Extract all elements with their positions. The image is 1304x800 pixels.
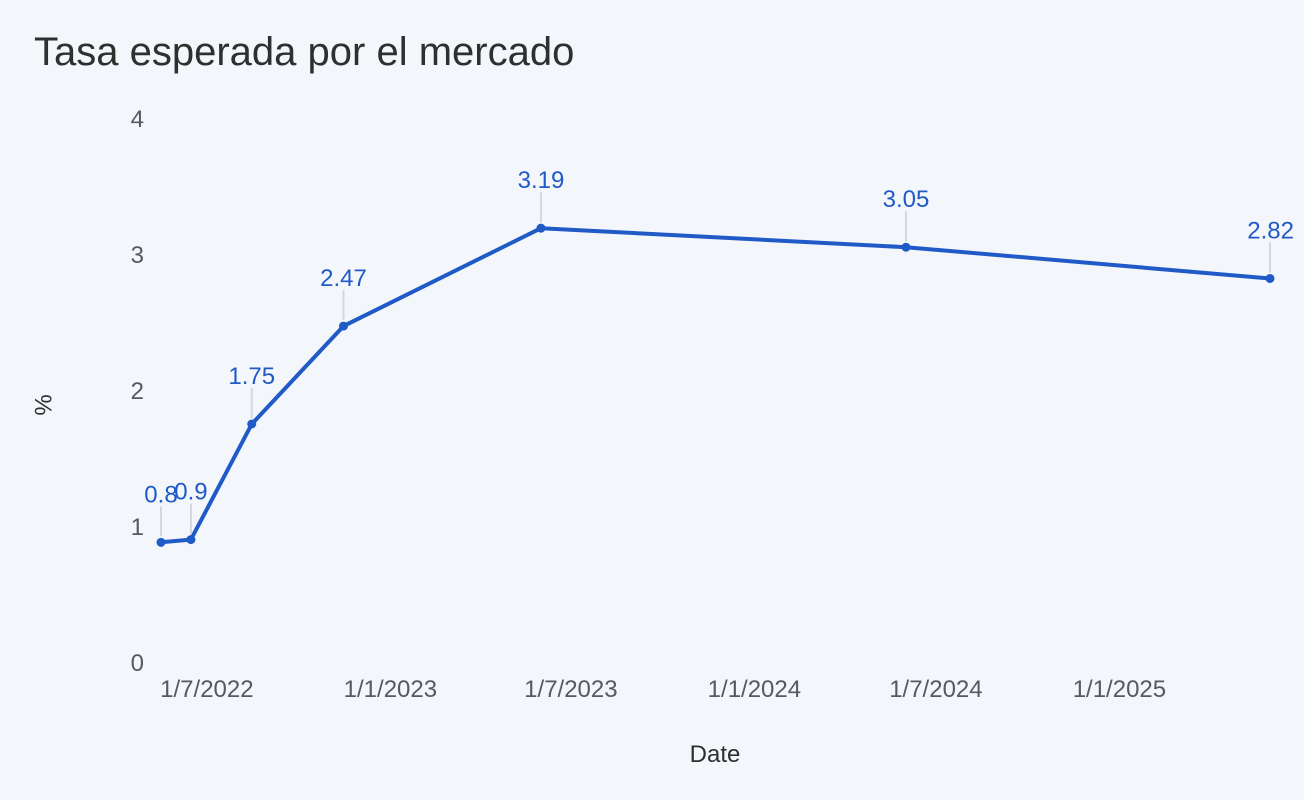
y-axis-ticks: 0 1 2 3 4 (131, 106, 144, 677)
y-tick-label: 3 (131, 242, 144, 269)
x-axis-label: Date (690, 741, 741, 768)
y-tick-label: 2 (131, 378, 144, 405)
y-axis-label: % (30, 394, 57, 415)
data-point (1265, 273, 1275, 283)
data-label: 3.05 (883, 186, 930, 213)
y-tick-label: 1 (131, 514, 144, 541)
x-tick-label: 1/7/2022 (160, 676, 253, 703)
x-tick-label: 1/1/2023 (344, 676, 437, 703)
x-tick-label: 1/7/2023 (524, 676, 617, 703)
data-label: 2.82 (1247, 217, 1294, 244)
data-label-leaders (159, 192, 1271, 537)
x-tick-label: 1/1/2025 (1073, 676, 1166, 703)
data-label: 3.19 (518, 167, 565, 194)
x-tick-label: 1/7/2024 (889, 676, 982, 703)
data-point (536, 223, 546, 233)
chart-title: Tasa esperada por el mercado (34, 30, 575, 74)
data-point (901, 242, 911, 252)
data-label: 0.9 (174, 479, 207, 506)
data-label: 0.8 (144, 481, 177, 508)
data-point (247, 419, 257, 429)
y-tick-label: 0 (131, 650, 144, 677)
data-points (156, 223, 1275, 547)
data-label: 1.75 (228, 363, 275, 390)
data-point (339, 321, 349, 331)
data-point (156, 537, 166, 547)
data-label: 2.47 (320, 265, 367, 292)
x-axis-ticks: 1/7/2022 1/1/2023 1/7/2023 1/1/2024 1/7/2024… (160, 676, 1166, 703)
y-tick-label: 4 (131, 106, 144, 133)
x-tick-label: 1/1/2024 (708, 676, 801, 703)
data-point (186, 535, 196, 545)
data-labels: 0.80.9 1.75 2.47 3.19 3.05 2.82 (144, 167, 1294, 508)
